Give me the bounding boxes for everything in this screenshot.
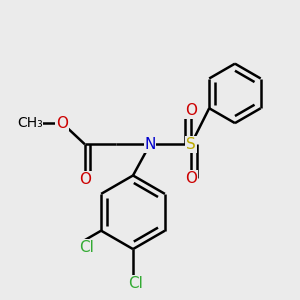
Text: O: O: [185, 103, 197, 118]
Text: O: O: [185, 171, 197, 186]
Text: CH₃: CH₃: [17, 116, 43, 130]
Text: O: O: [79, 172, 91, 187]
Text: N: N: [144, 137, 156, 152]
Text: Cl: Cl: [128, 276, 143, 291]
Text: O: O: [56, 116, 68, 130]
Text: Cl: Cl: [79, 240, 94, 255]
Text: S: S: [186, 137, 196, 152]
